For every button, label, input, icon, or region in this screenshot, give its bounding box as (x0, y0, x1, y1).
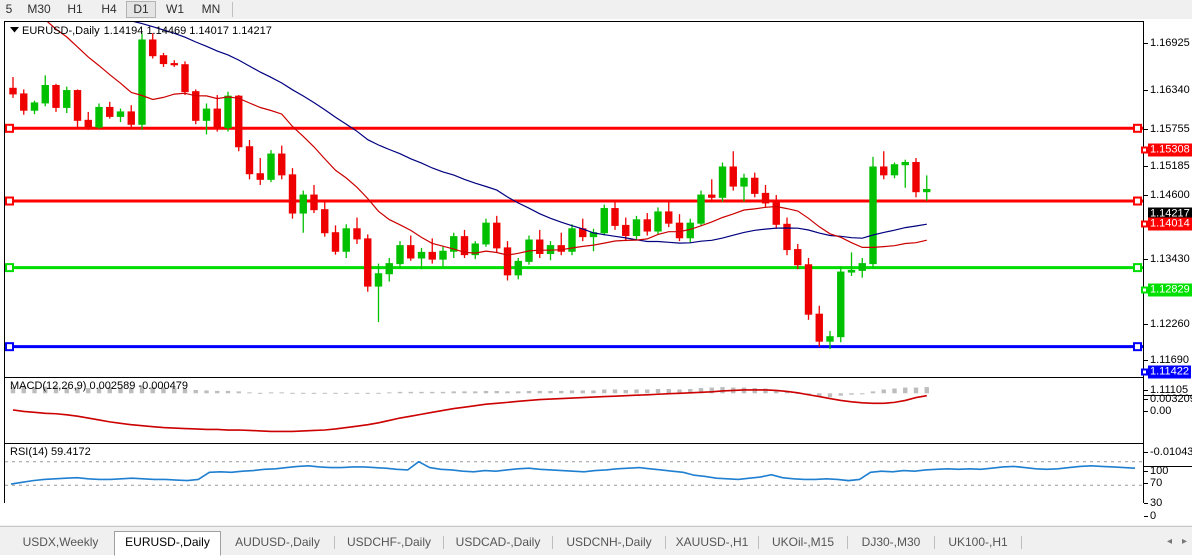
price-scale-label: 1.16925 (1150, 37, 1190, 49)
toolbar-divider (232, 2, 233, 17)
macd-scale-label: 0.00 (1150, 405, 1172, 417)
macd-plot (10, 386, 929, 433)
scale-tick (1144, 411, 1148, 412)
chart-tab-audusd[interactable]: AUDUSD-,Daily (235, 535, 320, 549)
level-price-label[interactable]: 1.15308 (1148, 143, 1192, 157)
tab-separator (334, 536, 335, 549)
ohlc-values: 1.14194 1.14469 1.14017 1.14217 (103, 25, 272, 37)
price-scale-label: 1.16340 (1150, 84, 1190, 96)
chart-tab-usdcnh[interactable]: USDCNH-,Daily (566, 535, 652, 549)
tab-separator (847, 536, 848, 549)
price-scale-label: 1.15755 (1150, 123, 1190, 135)
chart-tabs-bar: USDX,Weekly EURUSD-,Daily AUDUSD-,Daily USD… (0, 526, 1192, 556)
scale-tick (1144, 43, 1148, 44)
symbol-quote-label: EURUSD-,Daily 1.14194 1.14469 1.14017 1.1… (10, 24, 272, 37)
rsi-scale-label: 70 (1150, 477, 1163, 489)
timeframe-w1-button[interactable]: W1 (166, 2, 184, 16)
scale-tick (1144, 166, 1148, 167)
scale-tick (1144, 90, 1148, 91)
rsi-scale-label: 0 (1150, 510, 1157, 522)
tabs-scroll-right-arrow[interactable]: ▸ (1181, 536, 1188, 547)
scale-tick (1144, 324, 1148, 325)
rsi-plot (5, 460, 1143, 486)
level-handle[interactable] (1141, 286, 1148, 294)
chart-tab-usdchf[interactable]: USDCHF-,Daily (347, 535, 431, 549)
scale-tick (1144, 516, 1148, 517)
candlestick-plot (5, 22, 1143, 352)
symbol-label: EURUSD-,Daily (22, 25, 100, 37)
timeframe-h4-button[interactable]: H4 (101, 2, 117, 16)
tab-separator (552, 536, 553, 549)
scale-tick (1144, 390, 1148, 391)
tab-separator (1021, 536, 1022, 549)
tab-separator (758, 536, 759, 549)
tab-separator (665, 536, 666, 549)
rsi-scale-label: 100 (1150, 465, 1169, 477)
timeframe-h1-button[interactable]: H1 (67, 2, 83, 16)
rsi-scale-label: 30 (1150, 497, 1163, 509)
scale-tick (1144, 471, 1148, 472)
price-scale-label: 1.15185 (1150, 160, 1190, 172)
macd-label: MACD(12,26,9) 0.002589 -0.000479 (10, 380, 188, 392)
level-price-label[interactable]: 1.11422 (1148, 365, 1191, 379)
macd-scale-label: -0.010433 (1150, 446, 1192, 458)
price-pane[interactable]: EURUSD-,Daily 1.14194 1.14469 1.14017 1.1… (5, 22, 1143, 376)
timeframe-m30-button[interactable]: M30 (27, 2, 51, 16)
chart-tab-ukoil[interactable]: UKOil-,M15 (771, 535, 834, 549)
price-scale-label: 1.11690 (1150, 354, 1189, 366)
chart-tab-eurusd[interactable]: EURUSD-,Daily (114, 531, 221, 556)
scale-tick (1144, 399, 1148, 400)
macd-scale-label: 0.003209 (1150, 393, 1192, 405)
chart-plot-border: EURUSD-,Daily 1.14194 1.14469 1.14017 1.1… (4, 21, 1144, 503)
scale-tick (1144, 452, 1148, 453)
chart-area: EURUSD-,Daily 1.14194 1.14469 1.14017 1.1… (0, 19, 1192, 537)
price-scale[interactable]: 1.16925 1.16340 1.15755 1.15185 1.14600 1.134… (1141, 37, 1192, 524)
price-scale-label: 1.14600 (1150, 189, 1190, 201)
timeframe-toolbar: 5 M30 H1 H4 D1 W1 MN (0, 0, 1192, 20)
dropdown-caret-icon[interactable] (10, 24, 19, 36)
chart-tab-usdcad[interactable]: USDCAD-,Daily (455, 535, 541, 549)
chart-tab-uk100[interactable]: UK100-,H1 (948, 535, 1008, 549)
scale-section-divider (1144, 395, 1192, 396)
scale-tick (1144, 483, 1148, 484)
scale-tick (1144, 259, 1148, 260)
tab-separator (443, 536, 444, 549)
timeframe-mn-button[interactable]: MN (201, 2, 221, 16)
price-scale-label: 1.13430 (1150, 253, 1190, 265)
scale-section-divider (1144, 466, 1192, 467)
rsi-pane[interactable]: RSI(14) 59.4172 (5, 443, 1143, 503)
tabs-scroll-left-arrow[interactable]: ◂ (1166, 536, 1173, 547)
timeframe-d1-button[interactable]: D1 (126, 1, 156, 18)
scale-tick (1144, 360, 1148, 361)
level-handle[interactable] (1141, 146, 1148, 154)
level-price-label[interactable]: 1.12829 (1148, 283, 1192, 297)
level-handle[interactable] (1141, 220, 1148, 228)
chart-tab-xauusd[interactable]: XAUUSD-,H1 (675, 535, 749, 549)
scale-tick (1144, 129, 1148, 130)
level-price-label[interactable]: 1.14014 (1148, 217, 1192, 231)
chart-tab-usdx[interactable]: USDX,Weekly (22, 535, 99, 549)
tab-separator (934, 536, 935, 549)
chart-tab-dj30[interactable]: DJ30-,M30 (861, 535, 921, 549)
macd-pane[interactable]: MACD(12,26,9) 0.002589 -0.000479 (5, 377, 1143, 443)
level-handle[interactable] (1141, 368, 1148, 376)
timeframe-5-button[interactable]: 5 (5, 2, 13, 16)
rsi-label: RSI(14) 59.4172 (10, 446, 91, 458)
scale-tick (1144, 195, 1148, 196)
price-scale-label: 1.11105 (1150, 384, 1189, 396)
scale-tick (1144, 503, 1148, 504)
price-scale-label: 1.12260 (1150, 318, 1190, 330)
current-price-label[interactable]: 1.14217 (1148, 207, 1192, 221)
